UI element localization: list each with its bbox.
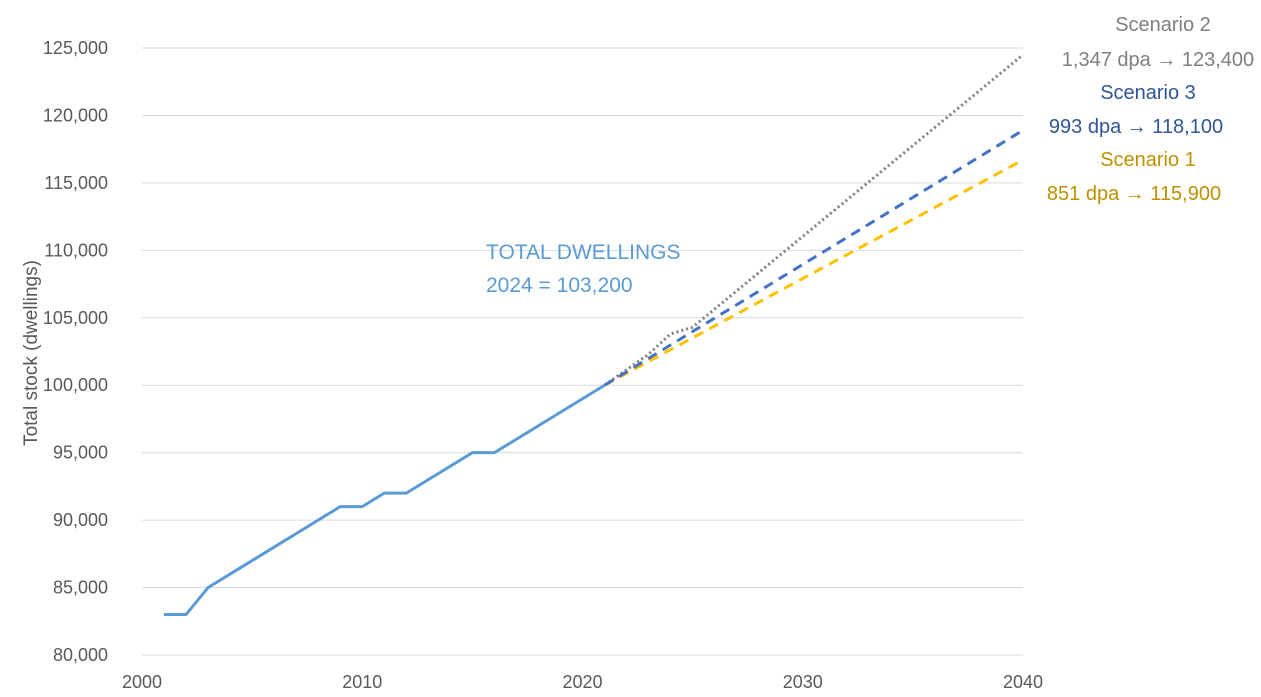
y-tick-labels: 80,000 85,000 90,000 95,000 100,000 105,000 11… bbox=[43, 38, 108, 665]
scenario-1-title: Scenario 1 bbox=[1100, 149, 1196, 171]
y-axis-title: Total stock (dwellings) bbox=[21, 260, 42, 446]
y-tick-label: 80,000 bbox=[53, 645, 108, 665]
y-tick-label: 120,000 bbox=[43, 105, 108, 125]
gridlines bbox=[142, 47, 1023, 656]
x-tick-label: 2030 bbox=[783, 672, 823, 692]
scenario-3-title: Scenario 3 bbox=[1100, 82, 1196, 104]
x-tick-label: 2020 bbox=[562, 672, 602, 692]
x-tick-label: 2000 bbox=[122, 672, 162, 692]
total-dwellings-label: TOTAL DWELLINGS bbox=[486, 241, 681, 264]
scenario-1-detail: 851 dpa → 115,900 bbox=[1047, 183, 1221, 205]
series-scenario-3-line bbox=[603, 129, 1024, 387]
x-tick-label: 2010 bbox=[342, 672, 382, 692]
x-tick-labels: 2000 2010 2020 2030 2040 bbox=[122, 672, 1043, 692]
y-tick-label: 95,000 bbox=[53, 443, 108, 463]
scenario-3-detail: 993 dpa → 118,100 bbox=[1049, 116, 1223, 138]
x-tick-label: 2040 bbox=[1003, 672, 1043, 692]
y-tick-label: 125,000 bbox=[43, 38, 108, 58]
scenario-2-detail: 1,347 dpa → 123,400 bbox=[1062, 49, 1254, 71]
y-tick-label: 115,000 bbox=[44, 173, 108, 193]
y-tick-label: 105,000 bbox=[43, 308, 108, 328]
y-tick-label: 85,000 bbox=[53, 578, 108, 598]
y-tick-label: 90,000 bbox=[53, 510, 108, 530]
series-historic-line bbox=[164, 383, 606, 617]
y-tick-label: 110,000 bbox=[44, 240, 108, 260]
series-scenario-1-line bbox=[603, 158, 1024, 387]
y-tick-label: 100,000 bbox=[43, 375, 108, 395]
total-dwellings-value: 2024 = 103,200 bbox=[486, 274, 633, 297]
series-layer bbox=[164, 53, 1024, 617]
scenario-2-title: Scenario 2 bbox=[1115, 14, 1211, 36]
series-scenario-2-line bbox=[603, 53, 1024, 387]
